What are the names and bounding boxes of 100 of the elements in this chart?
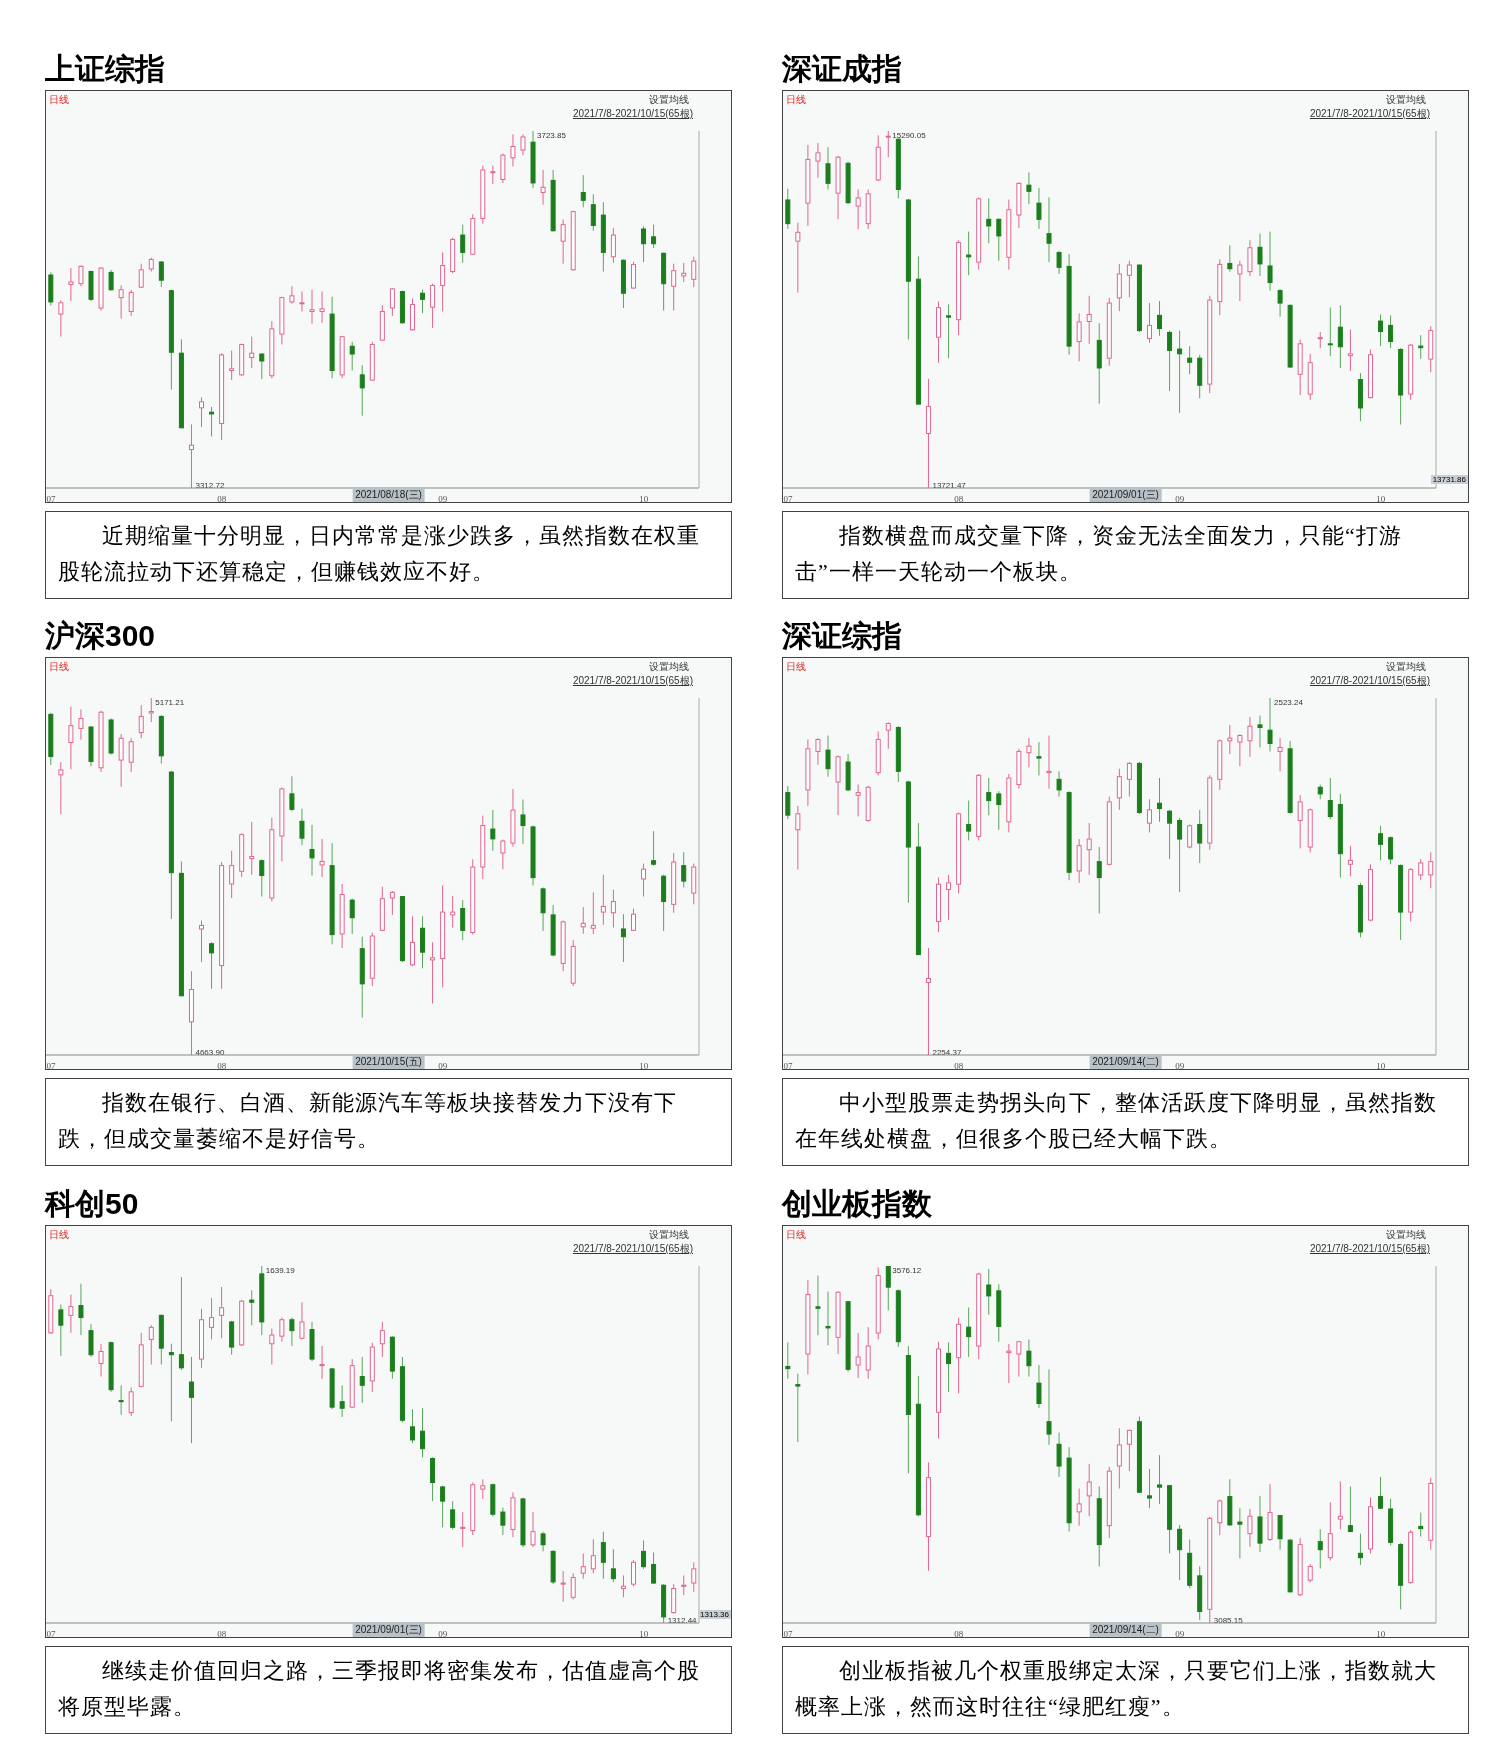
candlestick	[480, 1478, 486, 1500]
candlestick	[540, 886, 546, 932]
candlestick	[986, 777, 992, 816]
candlestick	[1146, 1468, 1152, 1509]
annotation: 1639.19	[265, 1266, 296, 1275]
candlestick	[188, 423, 194, 488]
candlestick	[78, 1283, 84, 1336]
candlestick	[1056, 770, 1062, 798]
candlestick	[339, 1384, 345, 1418]
candlestick	[58, 1303, 64, 1357]
candlestick	[580, 1553, 586, 1580]
candlestick	[1237, 1507, 1243, 1559]
annotation: 1312.44	[667, 1616, 698, 1625]
candlestick	[1277, 288, 1283, 318]
candlestick	[1126, 260, 1132, 298]
candlestick	[379, 1321, 385, 1358]
candlestick	[1146, 302, 1152, 344]
candlestick	[1217, 1499, 1223, 1536]
annotation: 2254.37	[932, 1048, 962, 1057]
chart-title: 上证综指	[45, 51, 166, 87]
candlestick	[681, 851, 687, 888]
candlestick	[1257, 233, 1263, 277]
candlestick	[1177, 330, 1183, 414]
candlestick	[1327, 777, 1333, 820]
x-tick-label: 08	[217, 494, 227, 505]
candlestick	[1327, 307, 1333, 357]
candlestick	[540, 169, 546, 206]
candlestick	[1197, 809, 1203, 864]
candlestick	[259, 858, 265, 898]
candlestick	[138, 263, 144, 289]
candlestick	[1267, 698, 1273, 752]
candlestick	[1378, 1476, 1384, 1510]
candlestick	[319, 291, 325, 324]
candlestick	[630, 1559, 636, 1587]
candlestick	[1357, 1533, 1363, 1566]
candlestick	[309, 824, 315, 876]
candlestick	[460, 224, 466, 264]
candlestick	[1026, 171, 1032, 205]
text: 日线	[49, 660, 69, 674]
candlestick	[610, 889, 616, 929]
candlestick	[108, 269, 114, 292]
candlestick	[1157, 1454, 1163, 1505]
candlestick	[620, 913, 626, 963]
candlestick	[299, 291, 305, 312]
text: 2021/09/01(三)	[1089, 488, 1162, 502]
text: 继续走价值回归之路，三季报即将密集发布，估值虚高个股将原型毕露。	[45, 1646, 732, 1734]
candlestick	[1337, 304, 1343, 369]
candlestick	[1418, 334, 1424, 360]
text: 2021/09/14(二)	[1089, 1623, 1162, 1637]
candlestick	[209, 1297, 215, 1340]
candlestick	[1046, 1368, 1052, 1446]
text: 设置均线	[649, 1228, 689, 1242]
text: 设置均线	[649, 93, 689, 107]
candlestick	[651, 830, 657, 867]
x-tick-label: 07	[783, 1629, 794, 1640]
candlestick	[795, 222, 801, 294]
text: 2021/10/15(五)	[352, 1055, 425, 1069]
candlestick	[1116, 263, 1122, 312]
candlestick	[178, 1276, 184, 1371]
candlestick	[1126, 761, 1132, 798]
candlestick	[249, 1289, 255, 1326]
candlestick	[98, 1343, 104, 1378]
candlestick	[681, 1574, 687, 1596]
candlestick	[1327, 1501, 1333, 1562]
candlestick	[68, 706, 74, 770]
candlestick	[946, 1341, 952, 1393]
candlestick	[1227, 244, 1233, 273]
x-tick-label: 09	[438, 1629, 448, 1640]
candlestick	[966, 800, 972, 841]
candlestick	[118, 1384, 124, 1416]
candlestick	[855, 784, 861, 817]
candlestick	[420, 915, 426, 969]
candlestick	[359, 364, 365, 417]
x-tick-label: 07	[46, 494, 57, 505]
candlestick	[1046, 735, 1052, 790]
text: 设置均线	[649, 660, 689, 674]
chart-title: 创业板指数	[782, 1186, 933, 1222]
x-tick-label: 08	[217, 1629, 227, 1640]
annotation: 2523.24	[1274, 698, 1304, 707]
candlestick	[1036, 1364, 1042, 1409]
candlestick	[825, 735, 831, 778]
candlestick	[389, 890, 395, 916]
candlestick	[420, 289, 426, 314]
candlestick	[1237, 260, 1243, 302]
candlestick	[219, 1286, 225, 1339]
candlestick	[409, 915, 415, 967]
candlestick	[530, 1511, 536, 1548]
annotation: 3085.15	[1213, 1616, 1244, 1625]
candlestick	[440, 251, 446, 312]
text: 2021/7/8-2021/10/15(65根)	[1309, 107, 1430, 121]
candlestick	[1076, 1488, 1082, 1527]
x-tick-label: 09	[438, 1061, 448, 1072]
candlestick	[289, 285, 295, 305]
candlestick	[1247, 716, 1253, 758]
candlestick	[118, 733, 124, 788]
candlestick	[590, 1538, 596, 1574]
candlestick	[1006, 1343, 1012, 1384]
text: 2021/7/8-2021/10/15(65根)	[572, 107, 693, 121]
candlestick	[440, 1485, 446, 1528]
x-tick-label: 10	[639, 494, 649, 505]
